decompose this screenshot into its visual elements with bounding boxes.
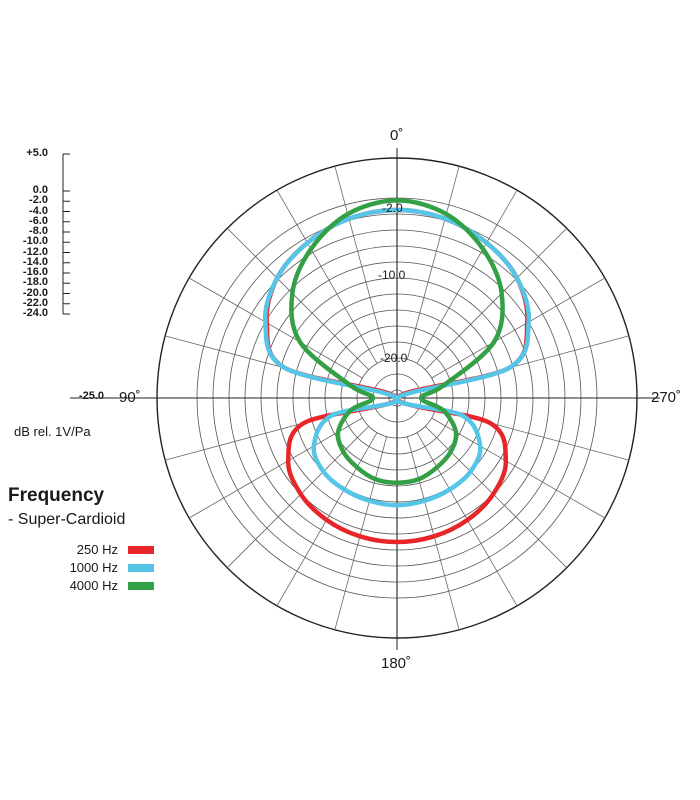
grid-spoke: [431, 417, 606, 519]
legend-swatch-blue: [128, 563, 154, 572]
angle-label-0: 0˚: [390, 127, 404, 144]
scale-tick-label: -20.0: [22, 286, 48, 299]
scale-tick-label: -16.0: [22, 266, 48, 278]
polar-grid: [70, 148, 660, 650]
angle-label-180: 180˚: [381, 655, 412, 672]
units-label: dB rel. 1V/Pa: [14, 424, 91, 439]
legend-swatch-red: [128, 545, 154, 554]
grid-spoke: [334, 166, 388, 360]
scale-tick-label: -10.0: [22, 235, 48, 248]
angle-label-270: 270˚: [651, 389, 682, 406]
scale-min-label: -25.0: [78, 390, 104, 402]
db-scale-bar: [62, 153, 70, 315]
scale-tick-label: -18.0: [22, 276, 48, 289]
grid-spoke: [276, 189, 378, 364]
grid-spoke: [334, 436, 388, 630]
legend-title: Frequency: [8, 485, 105, 506]
scale-tick-label: -14.0: [22, 255, 48, 268]
legend-label: 1000 Hz: [69, 560, 118, 575]
grid-spoke: [188, 417, 363, 519]
ring-label-minus20: -20.0: [380, 351, 408, 365]
series-layer: [262, 198, 532, 545]
grid-spoke: [416, 189, 518, 364]
scale-tick-label: -8.0: [29, 225, 48, 237]
ring-label-minus2: -2.0: [382, 201, 403, 215]
grid-spoke: [227, 228, 370, 371]
legend-label: 250 Hz: [76, 542, 118, 557]
scale-tick-label: -12.0: [22, 245, 48, 258]
grid-spoke: [227, 425, 370, 568]
legend-label: 4000 Hz: [69, 578, 118, 593]
legend-item-4000hz: 4000 Hz: [40, 578, 154, 593]
legend-subtitle: - Super-Cardioid: [8, 511, 126, 528]
ring-label-minus10: -10.0: [378, 268, 406, 282]
scale-tick-label: +5.0: [26, 147, 48, 159]
scale-tick-label: -2.0: [29, 194, 48, 207]
legend-item-250hz: 250 Hz: [40, 542, 154, 557]
scale-tick-label: -4.0: [29, 204, 48, 217]
legend-swatch-green: [128, 581, 154, 590]
scale-tick-label: 0.0: [32, 184, 48, 196]
scale-tick-label: -24.0: [22, 307, 48, 319]
grid-spoke: [431, 277, 606, 379]
angle-label-90: 90˚: [119, 389, 141, 406]
grid-spoke: [188, 277, 363, 379]
grid-spoke: [424, 228, 567, 371]
grid-spoke: [424, 425, 567, 568]
grid-spoke: [406, 436, 460, 630]
scale-tick-label: -6.0: [29, 214, 48, 227]
series-line-1000hz: [262, 207, 532, 508]
grid-spoke: [406, 166, 460, 360]
series-line-4000hz: [289, 198, 505, 486]
legend-item-1000hz: 1000 Hz: [40, 560, 154, 575]
scale-tick-label: -22.0: [22, 296, 48, 309]
